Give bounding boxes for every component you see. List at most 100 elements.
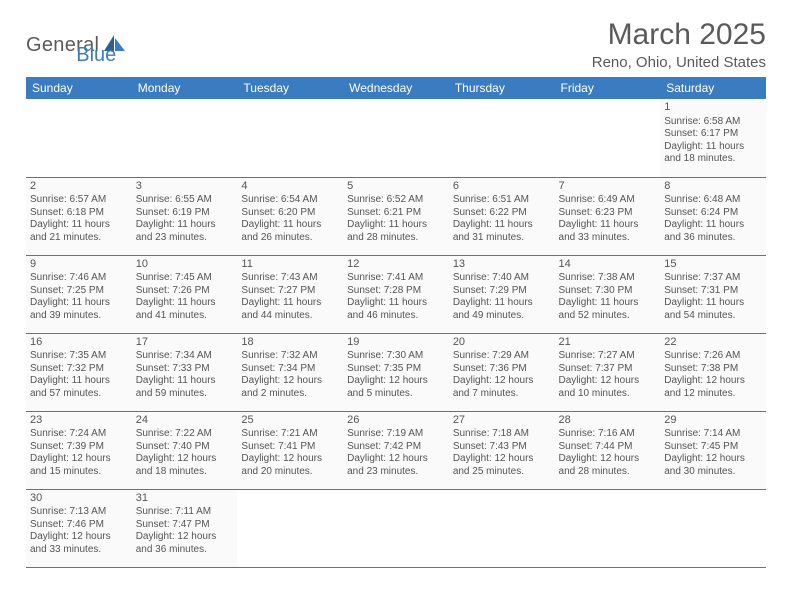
day-number: 25 (241, 414, 339, 428)
location: Reno, Ohio, United States (592, 54, 766, 71)
daylight-text: and 23 minutes. (136, 232, 234, 245)
calendar-cell: 25Sunrise: 7:21 AMSunset: 7:41 PMDayligh… (237, 411, 343, 489)
calendar-cell (343, 489, 449, 567)
daylight-text: Daylight: 12 hours (30, 531, 128, 544)
daylight-text: Daylight: 12 hours (559, 453, 657, 466)
sunset-text: Sunset: 6:17 PM (664, 128, 762, 141)
sunrise-text: Sunrise: 7:34 AM (136, 350, 234, 363)
sunrise-text: Sunrise: 7:40 AM (453, 272, 551, 285)
calendar-cell: 9Sunrise: 7:46 AMSunset: 7:25 PMDaylight… (26, 255, 132, 333)
day-number: 28 (559, 414, 657, 428)
sunrise-text: Sunrise: 7:18 AM (453, 428, 551, 441)
calendar-row: 9Sunrise: 7:46 AMSunset: 7:25 PMDaylight… (26, 255, 766, 333)
sunset-text: Sunset: 7:32 PM (30, 363, 128, 376)
day-number: 26 (347, 414, 445, 428)
day-header: Thursday (449, 77, 555, 99)
sunset-text: Sunset: 7:43 PM (453, 441, 551, 454)
daylight-text: and 12 minutes. (664, 388, 762, 401)
daylight-text: Daylight: 12 hours (453, 375, 551, 388)
daylight-text: and 41 minutes. (136, 310, 234, 323)
sunset-text: Sunset: 7:45 PM (664, 441, 762, 454)
daylight-text: and 57 minutes. (30, 388, 128, 401)
day-number: 29 (664, 414, 762, 428)
day-number: 31 (136, 492, 234, 506)
calendar-cell: 10Sunrise: 7:45 AMSunset: 7:26 PMDayligh… (132, 255, 238, 333)
daylight-text: and 36 minutes. (664, 232, 762, 245)
sunrise-text: Sunrise: 7:13 AM (30, 506, 128, 519)
daylight-text: and 23 minutes. (347, 466, 445, 479)
sunrise-text: Sunrise: 7:32 AM (241, 350, 339, 363)
sunset-text: Sunset: 7:35 PM (347, 363, 445, 376)
day-header: Monday (132, 77, 238, 99)
daylight-text: Daylight: 11 hours (30, 219, 128, 232)
daylight-text: Daylight: 11 hours (453, 219, 551, 232)
day-number: 20 (453, 336, 551, 350)
daylight-text: Daylight: 11 hours (453, 297, 551, 310)
day-number: 8 (664, 180, 762, 194)
sunrise-text: Sunrise: 7:26 AM (664, 350, 762, 363)
sunrise-text: Sunrise: 7:45 AM (136, 272, 234, 285)
day-header: Sunday (26, 77, 132, 99)
day-number: 16 (30, 336, 128, 350)
calendar-cell: 31Sunrise: 7:11 AMSunset: 7:47 PMDayligh… (132, 489, 238, 567)
calendar-cell: 6Sunrise: 6:51 AMSunset: 6:22 PMDaylight… (449, 177, 555, 255)
title-block: March 2025 Reno, Ohio, United States (592, 18, 766, 71)
daylight-text: and 18 minutes. (664, 153, 762, 166)
calendar-cell: 11Sunrise: 7:43 AMSunset: 7:27 PMDayligh… (237, 255, 343, 333)
sunset-text: Sunset: 7:39 PM (30, 441, 128, 454)
calendar-cell: 28Sunrise: 7:16 AMSunset: 7:44 PMDayligh… (555, 411, 661, 489)
daylight-text: and 2 minutes. (241, 388, 339, 401)
calendar-cell: 14Sunrise: 7:38 AMSunset: 7:30 PMDayligh… (555, 255, 661, 333)
calendar-cell: 16Sunrise: 7:35 AMSunset: 7:32 PMDayligh… (26, 333, 132, 411)
sunset-text: Sunset: 7:44 PM (559, 441, 657, 454)
daylight-text: and 7 minutes. (453, 388, 551, 401)
day-number: 11 (241, 258, 339, 272)
daylight-text: Daylight: 11 hours (559, 297, 657, 310)
sunset-text: Sunset: 7:41 PM (241, 441, 339, 454)
calendar-cell: 7Sunrise: 6:49 AMSunset: 6:23 PMDaylight… (555, 177, 661, 255)
sunset-text: Sunset: 7:42 PM (347, 441, 445, 454)
sunrise-text: Sunrise: 7:41 AM (347, 272, 445, 285)
calendar-table: Sunday Monday Tuesday Wednesday Thursday… (26, 77, 766, 568)
sunset-text: Sunset: 6:21 PM (347, 207, 445, 220)
day-number: 23 (30, 414, 128, 428)
calendar-cell (237, 99, 343, 177)
day-header: Tuesday (237, 77, 343, 99)
daylight-text: and 18 minutes. (136, 466, 234, 479)
daylight-text: Daylight: 11 hours (136, 297, 234, 310)
sunrise-text: Sunrise: 6:52 AM (347, 194, 445, 207)
sunset-text: Sunset: 7:47 PM (136, 519, 234, 532)
calendar-cell (132, 99, 238, 177)
daylight-text: and 31 minutes. (453, 232, 551, 245)
calendar-cell: 20Sunrise: 7:29 AMSunset: 7:36 PMDayligh… (449, 333, 555, 411)
day-number: 12 (347, 258, 445, 272)
sunrise-text: Sunrise: 6:58 AM (664, 116, 762, 129)
day-number: 4 (241, 180, 339, 194)
sunrise-text: Sunrise: 7:16 AM (559, 428, 657, 441)
sunset-text: Sunset: 7:37 PM (559, 363, 657, 376)
sunset-text: Sunset: 6:24 PM (664, 207, 762, 220)
daylight-text: Daylight: 12 hours (241, 453, 339, 466)
sunrise-text: Sunrise: 6:54 AM (241, 194, 339, 207)
sunset-text: Sunset: 7:38 PM (664, 363, 762, 376)
sunrise-text: Sunrise: 7:29 AM (453, 350, 551, 363)
sunset-text: Sunset: 6:18 PM (30, 207, 128, 220)
calendar-cell: 8Sunrise: 6:48 AMSunset: 6:24 PMDaylight… (660, 177, 766, 255)
calendar-cell: 5Sunrise: 6:52 AMSunset: 6:21 PMDaylight… (343, 177, 449, 255)
header: General Blue March 2025 Reno, Ohio, Unit… (26, 18, 766, 71)
sunset-text: Sunset: 7:33 PM (136, 363, 234, 376)
daylight-text: and 54 minutes. (664, 310, 762, 323)
daylight-text: Daylight: 11 hours (347, 219, 445, 232)
daylight-text: Daylight: 11 hours (559, 219, 657, 232)
day-number: 18 (241, 336, 339, 350)
calendar-cell (660, 489, 766, 567)
sunset-text: Sunset: 7:26 PM (136, 285, 234, 298)
day-number: 3 (136, 180, 234, 194)
daylight-text: Daylight: 12 hours (347, 453, 445, 466)
daylight-text: and 39 minutes. (30, 310, 128, 323)
daylight-text: and 33 minutes. (559, 232, 657, 245)
daylight-text: Daylight: 11 hours (664, 219, 762, 232)
sunrise-text: Sunrise: 7:21 AM (241, 428, 339, 441)
daylight-text: and 59 minutes. (136, 388, 234, 401)
daylight-text: and 33 minutes. (30, 544, 128, 557)
